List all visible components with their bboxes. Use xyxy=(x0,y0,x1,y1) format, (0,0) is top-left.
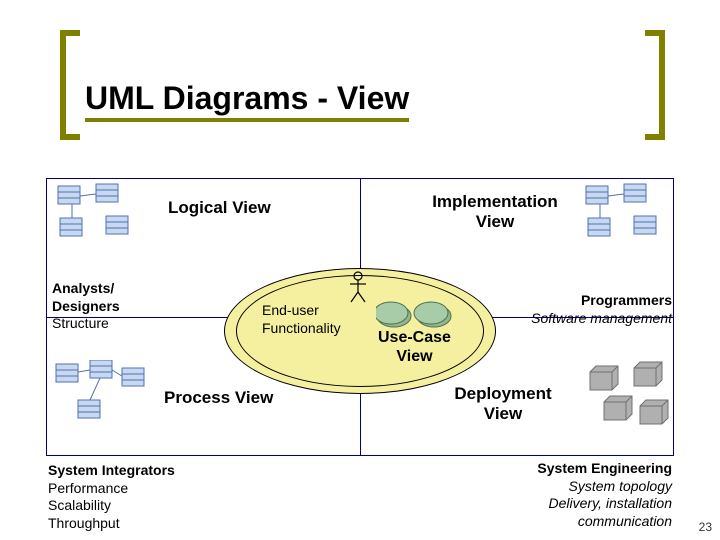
page-title: UML Diagrams - View xyxy=(85,80,409,117)
programmers-what: Software management xyxy=(531,310,672,328)
syseng-w2: Delivery, installation xyxy=(537,495,672,513)
integrators-role: System Integrators Performance Scalabili… xyxy=(48,462,175,532)
analysts-who1: Analysts/ xyxy=(52,280,120,298)
title-bracket-left xyxy=(60,30,80,140)
actor-icon xyxy=(346,270,370,306)
process-view-title: Process View xyxy=(164,388,273,408)
enduser-block: End-user Functionality xyxy=(262,302,341,337)
title-bracket-right xyxy=(645,30,665,140)
syseng-w1: System topology xyxy=(537,478,672,496)
programmers-who: Programmers xyxy=(531,292,672,310)
analysts-role: Analysts/ Designers Structure xyxy=(52,280,120,333)
usecase-view-title: Use-Case View xyxy=(378,328,451,366)
analysts-who2: Designers xyxy=(52,298,120,316)
syseng-role: System Engineering System topology Deliv… xyxy=(537,460,672,530)
class-icons-bl xyxy=(52,360,152,430)
page-title-text: UML Diagrams - View xyxy=(85,80,409,122)
enduser-line1: End-user xyxy=(262,302,341,320)
cube-icons-br xyxy=(584,360,674,430)
usecase-blobs-icon xyxy=(376,298,456,332)
integrators-w3: Throughput xyxy=(48,515,175,533)
implementation-view-title: Implementation View xyxy=(420,192,570,233)
integrators-who: System Integrators xyxy=(48,462,175,480)
integrators-w2: Scalability xyxy=(48,497,175,515)
syseng-who: System Engineering xyxy=(537,460,672,478)
analysts-what: Structure xyxy=(52,315,120,333)
class-icons-tr xyxy=(580,182,670,246)
deployment-view-title: Deployment View xyxy=(438,384,568,425)
syseng-w3: communication xyxy=(537,513,672,531)
integrators-w1: Performance xyxy=(48,480,175,498)
logical-view-title: Logical View xyxy=(168,198,271,218)
programmers-role: Programmers Software management xyxy=(531,292,672,327)
page-number: 23 xyxy=(699,520,712,534)
enduser-line2: Functionality xyxy=(262,320,341,338)
class-icons-tl xyxy=(52,182,142,246)
